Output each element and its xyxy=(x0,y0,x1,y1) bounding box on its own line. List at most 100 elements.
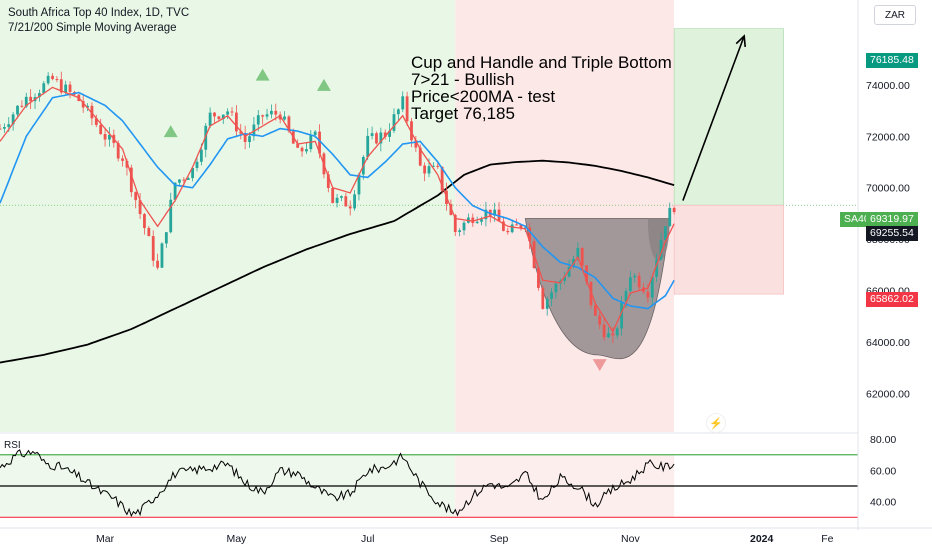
candle-body xyxy=(160,243,164,268)
candle-body xyxy=(108,134,111,140)
chart-title: South Africa Top 40 Index, 1D, TVC xyxy=(8,7,190,19)
candle-body xyxy=(37,93,41,98)
candle-body xyxy=(0,128,2,130)
candle-body xyxy=(147,228,151,237)
candle-body xyxy=(388,130,392,137)
rsi-tick-label: 40.00 xyxy=(870,497,896,509)
candle-body xyxy=(410,121,413,141)
price-tick-label: 72000.00 xyxy=(866,131,910,143)
candle-body xyxy=(510,224,514,233)
buy-signal-marker xyxy=(255,68,270,81)
candle-body xyxy=(68,84,72,92)
candle-body xyxy=(375,133,378,144)
indicator-legend[interactable]: 7/21/200 Simple Moving Average xyxy=(8,22,177,34)
ma200-line xyxy=(0,159,675,364)
candle-body xyxy=(138,200,142,215)
candle-body xyxy=(64,84,68,93)
currency-button[interactable]: ZAR xyxy=(874,5,916,25)
candle-body xyxy=(554,283,558,293)
candle-body xyxy=(182,179,186,181)
candle-body xyxy=(318,131,321,154)
candle-body xyxy=(81,100,85,108)
candle-body xyxy=(563,276,567,281)
rsi-tick-label: 60.00 xyxy=(870,465,896,477)
candle-body xyxy=(99,124,103,135)
ma7-line xyxy=(0,86,675,334)
candle-body xyxy=(637,275,641,288)
ma21-path xyxy=(0,91,675,310)
candle-body xyxy=(423,165,427,174)
candle-body xyxy=(125,160,129,168)
candle-body xyxy=(169,199,173,233)
signal-markers xyxy=(163,68,607,372)
candle-body xyxy=(668,207,672,227)
cup-handle-pattern xyxy=(524,218,671,360)
candle-body xyxy=(528,227,532,242)
candle-body xyxy=(42,83,46,94)
candle-body xyxy=(383,132,387,137)
candle-body xyxy=(129,167,133,193)
candle-body xyxy=(217,116,221,120)
candle-body xyxy=(199,149,203,162)
rsi-line xyxy=(0,449,675,518)
projection-arrow xyxy=(682,34,747,201)
candle-body xyxy=(248,136,251,143)
time-tick-label: May xyxy=(226,533,247,545)
rsi-label[interactable]: RSI xyxy=(4,440,21,451)
candle-body xyxy=(458,230,462,232)
bullish-zone xyxy=(0,0,456,432)
candle-body xyxy=(278,114,282,120)
ma21-line xyxy=(0,91,675,310)
time-tick-label: Sep xyxy=(490,533,509,545)
candle-body xyxy=(379,132,383,144)
candle-body xyxy=(300,147,304,152)
candle-body xyxy=(151,236,155,261)
time-tick-label: Mar xyxy=(96,533,115,545)
arrow-shaft xyxy=(682,35,745,201)
annotation-line-2[interactable]: 7>21 - Bullish xyxy=(411,70,515,89)
time-tick-label: 2024 xyxy=(750,533,774,545)
candle-body xyxy=(195,161,199,168)
candle-body xyxy=(453,215,457,232)
annotation-line-1[interactable]: Cup and Handle and Triple Bottom xyxy=(411,53,672,72)
candle-body xyxy=(20,105,24,107)
candle-body xyxy=(16,105,19,115)
candle-body xyxy=(515,224,518,226)
candle-body xyxy=(261,115,265,117)
bearish-zone xyxy=(455,0,675,432)
price-tick-label: 74000.00 xyxy=(866,80,910,92)
candle-body xyxy=(537,268,540,288)
target-price-badge: 76185.48 xyxy=(866,53,918,68)
candle-body xyxy=(624,291,628,302)
candle-body xyxy=(493,209,497,216)
arrow-head xyxy=(735,34,747,48)
candle-body xyxy=(90,105,94,119)
candle-body xyxy=(313,131,317,136)
candle-body xyxy=(541,287,545,309)
candle-body xyxy=(243,133,247,143)
candle-body xyxy=(305,149,308,152)
candle-body xyxy=(348,206,352,209)
candle-body xyxy=(226,111,230,115)
candle-body xyxy=(274,110,278,115)
candle-body xyxy=(418,147,422,166)
candle-body xyxy=(580,248,584,266)
candle-body xyxy=(340,196,343,198)
candle-body xyxy=(655,259,659,277)
candle-body xyxy=(506,230,510,233)
annotation-line-4[interactable]: Target 76,185 xyxy=(411,104,515,123)
annotation-line-3[interactable]: Price<200MA - test xyxy=(411,87,556,106)
candle-body xyxy=(173,182,177,200)
candle-body xyxy=(121,158,124,161)
candle-body xyxy=(663,226,667,240)
lightning-icon[interactable]: ⚡ xyxy=(706,413,726,433)
candle-body xyxy=(431,165,435,167)
candle-body xyxy=(475,221,479,224)
stop-price-badge: 65862.02 xyxy=(866,292,918,307)
candle-body xyxy=(344,196,348,207)
candle-body xyxy=(11,114,15,125)
candle-body xyxy=(611,333,615,336)
candle-body xyxy=(370,133,374,136)
candle-body xyxy=(672,207,676,213)
